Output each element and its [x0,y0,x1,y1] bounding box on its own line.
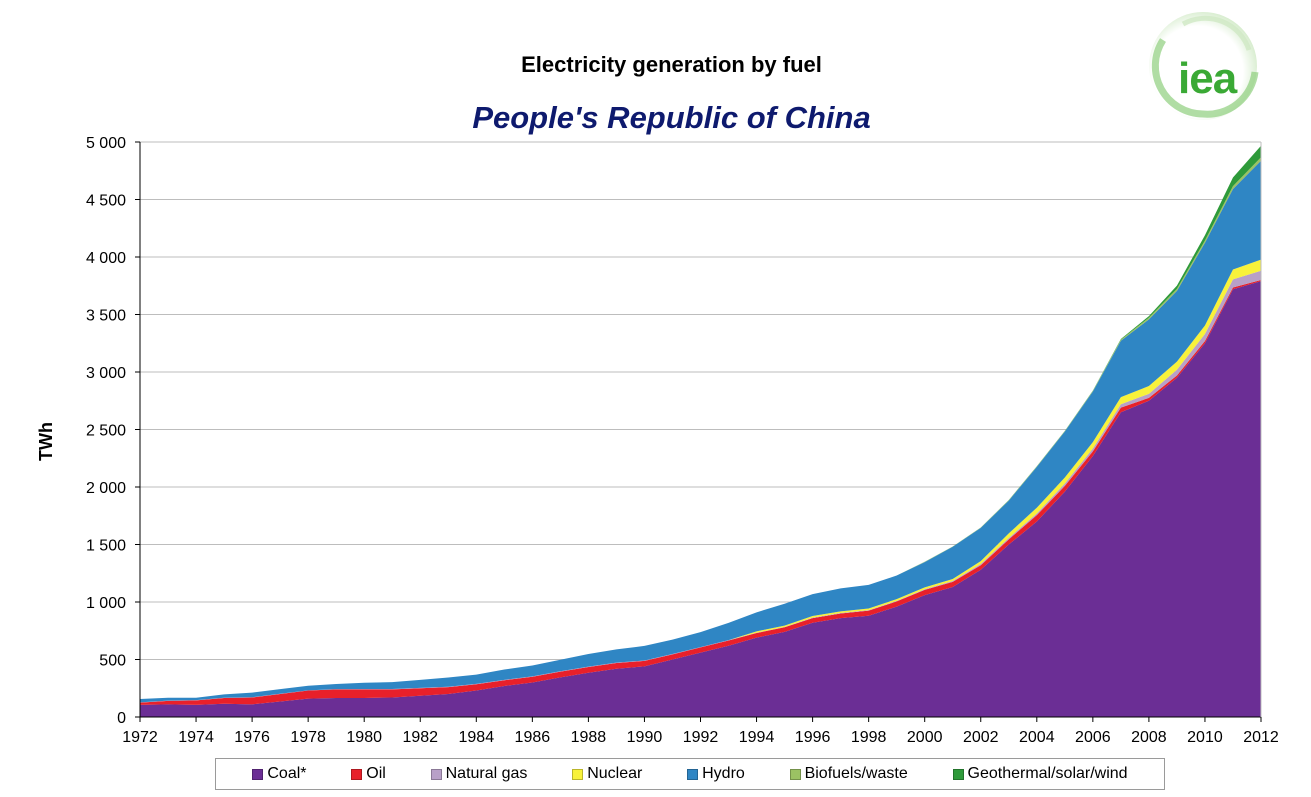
legend-label: Biofuels/waste [804,765,908,782]
legend-item: Coal* [252,765,307,783]
legend-item: Geothermal/solar/wind [952,765,1128,783]
logo-text: iea [1178,54,1237,103]
x-tick-label: 2006 [1075,729,1111,746]
y-tick-label: 4 000 [86,250,126,267]
chart-title: Electricity generation by fuel [521,52,822,77]
legend-label: Geothermal/solar/wind [967,765,1128,782]
iea-logo-icon [1149,12,1259,120]
x-tick-label: 1972 [122,729,158,746]
x-tick-label: 1976 [234,729,270,746]
legend-item: Biofuels/waste [789,765,908,783]
legend-swatch [952,768,964,780]
y-tick-label: 3 500 [86,308,126,325]
area-series-coal [140,281,1261,717]
x-tick-label: 2012 [1243,729,1279,746]
legend-swatch [351,768,363,780]
y-tick-label: 0 [117,710,126,727]
legend-item: Nuclear [572,765,642,783]
legend-label: Natural gas [445,765,528,782]
x-tick-label: 2002 [963,729,999,746]
x-tick-label: 1990 [627,729,663,746]
legend-swatch [687,768,699,780]
y-tick-label: 2 000 [86,480,126,497]
x-tick-label: 2004 [1019,729,1055,746]
x-tick-label: 1998 [851,729,887,746]
x-tick-label: 1988 [571,729,607,746]
legend-label: Nuclear [587,765,643,782]
y-tick-label: 1 000 [86,595,126,612]
y-tick-label: 500 [99,653,126,670]
x-tick-label: 1996 [795,729,831,746]
x-tick-label: 1992 [683,729,719,746]
x-tick-label: 1994 [739,729,775,746]
x-tick-label: 1984 [459,729,495,746]
x-tick-label: 1974 [178,729,214,746]
y-tick-label: 4 500 [86,193,126,210]
legend-item: Natural gas [430,765,528,783]
x-tick-label: 1978 [290,729,326,746]
y-tick-label: 3 000 [86,365,126,382]
legend-swatch [789,768,801,780]
x-tick-label: 1986 [515,729,551,746]
legend-label: Hydro [702,765,745,782]
x-tick-label: 2008 [1131,729,1167,746]
legend-label: Oil [366,765,386,782]
chart-subtitle: People's Republic of China [472,100,871,135]
y-tick-label: 1 500 [86,538,126,555]
x-tick-label: 1980 [346,729,382,746]
y-tick-label: 5 000 [86,135,126,152]
legend-swatch [572,768,584,780]
legend-swatch [252,768,264,780]
legend-item: Hydro [687,765,745,783]
y-tick-label: 2 500 [86,423,126,440]
legend-swatch [430,768,442,780]
legend-label: Coal* [267,765,307,782]
x-tick-label: 2010 [1187,729,1223,746]
legend-item: Oil [351,765,386,783]
y-axis-label: TWh [36,422,56,461]
x-tick-label: 2000 [907,729,943,746]
x-tick-label: 1982 [402,729,438,746]
legend: Coal* Oil Natural gas Nuclear Hydro Biofuels/… [215,758,1165,790]
